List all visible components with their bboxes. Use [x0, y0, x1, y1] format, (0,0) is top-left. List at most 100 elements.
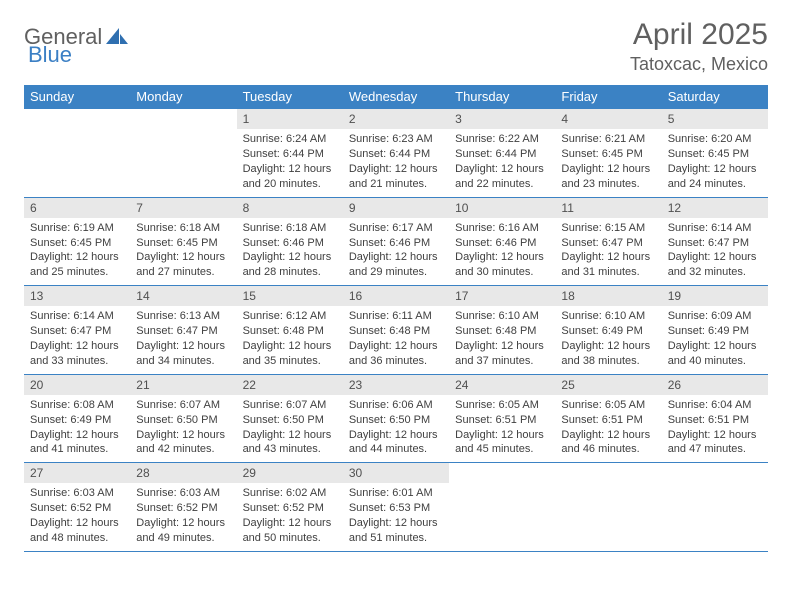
sunrise-text: Sunrise: 6:14 AM [668, 221, 762, 236]
day-body: Sunrise: 6:14 AMSunset: 6:47 PMDaylight:… [662, 218, 768, 285]
daylight-text: Daylight: 12 hours and 41 minutes. [30, 428, 124, 458]
calendar-week: 20Sunrise: 6:08 AMSunset: 6:49 PMDayligh… [24, 374, 768, 463]
sunrise-text: Sunrise: 6:11 AM [349, 309, 443, 324]
day-header-row: Sunday Monday Tuesday Wednesday Thursday… [24, 85, 768, 108]
sunrise-text: Sunrise: 6:03 AM [30, 486, 124, 501]
sunrise-text: Sunrise: 6:15 AM [561, 221, 655, 236]
sunset-text: Sunset: 6:44 PM [243, 147, 337, 162]
calendar-day: 12Sunrise: 6:14 AMSunset: 6:47 PMDayligh… [662, 198, 768, 286]
calendar-day: 26Sunrise: 6:04 AMSunset: 6:51 PMDayligh… [662, 375, 768, 463]
sunrise-text: Sunrise: 6:21 AM [561, 132, 655, 147]
day-header: Monday [130, 85, 236, 108]
sunset-text: Sunset: 6:47 PM [561, 236, 655, 251]
day-body: Sunrise: 6:14 AMSunset: 6:47 PMDaylight:… [24, 306, 130, 373]
sunrise-text: Sunrise: 6:05 AM [455, 398, 549, 413]
sunset-text: Sunset: 6:51 PM [561, 413, 655, 428]
sunset-text: Sunset: 6:48 PM [243, 324, 337, 339]
day-number: 16 [343, 286, 449, 306]
day-number: 24 [449, 375, 555, 395]
daylight-text: Daylight: 12 hours and 27 minutes. [136, 250, 230, 280]
calendar-day: 11Sunrise: 6:15 AMSunset: 6:47 PMDayligh… [555, 198, 661, 286]
day-number: 14 [130, 286, 236, 306]
header: General April 2025 Tatoxcac, Mexico [24, 18, 768, 75]
daylight-text: Daylight: 12 hours and 21 minutes. [349, 162, 443, 192]
day-body: Sunrise: 6:22 AMSunset: 6:44 PMDaylight:… [449, 129, 555, 196]
sunset-text: Sunset: 6:45 PM [668, 147, 762, 162]
calendar-day: 20Sunrise: 6:08 AMSunset: 6:49 PMDayligh… [24, 375, 130, 463]
daylight-text: Daylight: 12 hours and 37 minutes. [455, 339, 549, 369]
sunrise-text: Sunrise: 6:20 AM [668, 132, 762, 147]
day-header: Wednesday [343, 85, 449, 108]
calendar-week: 13Sunrise: 6:14 AMSunset: 6:47 PMDayligh… [24, 285, 768, 374]
day-body: Sunrise: 6:16 AMSunset: 6:46 PMDaylight:… [449, 218, 555, 285]
day-number: 23 [343, 375, 449, 395]
day-header: Tuesday [237, 85, 343, 108]
sunrise-text: Sunrise: 6:07 AM [136, 398, 230, 413]
day-number: 18 [555, 286, 661, 306]
sunset-text: Sunset: 6:44 PM [349, 147, 443, 162]
calendar: Sunday Monday Tuesday Wednesday Thursday… [24, 85, 768, 552]
daylight-text: Daylight: 12 hours and 31 minutes. [561, 250, 655, 280]
daylight-text: Daylight: 12 hours and 24 minutes. [668, 162, 762, 192]
calendar-week: 27Sunrise: 6:03 AMSunset: 6:52 PMDayligh… [24, 462, 768, 552]
calendar-day: 5Sunrise: 6:20 AMSunset: 6:45 PMDaylight… [662, 109, 768, 197]
sunrise-text: Sunrise: 6:10 AM [561, 309, 655, 324]
sunset-text: Sunset: 6:50 PM [349, 413, 443, 428]
calendar-day: 1Sunrise: 6:24 AMSunset: 6:44 PMDaylight… [237, 109, 343, 197]
daylight-text: Daylight: 12 hours and 42 minutes. [136, 428, 230, 458]
day-body: Sunrise: 6:15 AMSunset: 6:47 PMDaylight:… [555, 218, 661, 285]
sunset-text: Sunset: 6:45 PM [136, 236, 230, 251]
day-number: 17 [449, 286, 555, 306]
day-number: 28 [130, 463, 236, 483]
calendar-day: 18Sunrise: 6:10 AMSunset: 6:49 PMDayligh… [555, 286, 661, 374]
sunrise-text: Sunrise: 6:22 AM [455, 132, 549, 147]
day-number: 15 [237, 286, 343, 306]
day-number: 30 [343, 463, 449, 483]
day-body: Sunrise: 6:03 AMSunset: 6:52 PMDaylight:… [130, 483, 236, 550]
daylight-text: Daylight: 12 hours and 38 minutes. [561, 339, 655, 369]
day-number: 20 [24, 375, 130, 395]
calendar-day: 23Sunrise: 6:06 AMSunset: 6:50 PMDayligh… [343, 375, 449, 463]
sunrise-text: Sunrise: 6:04 AM [668, 398, 762, 413]
day-body: Sunrise: 6:24 AMSunset: 6:44 PMDaylight:… [237, 129, 343, 196]
sunset-text: Sunset: 6:46 PM [349, 236, 443, 251]
daylight-text: Daylight: 12 hours and 50 minutes. [243, 516, 337, 546]
day-number: 10 [449, 198, 555, 218]
calendar-day: . [662, 463, 768, 551]
day-body: Sunrise: 6:08 AMSunset: 6:49 PMDaylight:… [24, 395, 130, 462]
calendar-day: 10Sunrise: 6:16 AMSunset: 6:46 PMDayligh… [449, 198, 555, 286]
calendar-week: 6Sunrise: 6:19 AMSunset: 6:45 PMDaylight… [24, 197, 768, 286]
day-number: 12 [662, 198, 768, 218]
sunset-text: Sunset: 6:44 PM [455, 147, 549, 162]
day-body: Sunrise: 6:21 AMSunset: 6:45 PMDaylight:… [555, 129, 661, 196]
sunset-text: Sunset: 6:51 PM [455, 413, 549, 428]
day-body: Sunrise: 6:05 AMSunset: 6:51 PMDaylight:… [555, 395, 661, 462]
day-body: Sunrise: 6:02 AMSunset: 6:52 PMDaylight:… [237, 483, 343, 550]
logo-text-2: Blue [28, 42, 72, 68]
day-number: 5 [662, 109, 768, 129]
sunset-text: Sunset: 6:47 PM [30, 324, 124, 339]
sunrise-text: Sunrise: 6:12 AM [243, 309, 337, 324]
sunset-text: Sunset: 6:52 PM [30, 501, 124, 516]
daylight-text: Daylight: 12 hours and 44 minutes. [349, 428, 443, 458]
calendar-day: 16Sunrise: 6:11 AMSunset: 6:48 PMDayligh… [343, 286, 449, 374]
sunrise-text: Sunrise: 6:24 AM [243, 132, 337, 147]
daylight-text: Daylight: 12 hours and 30 minutes. [455, 250, 549, 280]
daylight-text: Daylight: 12 hours and 29 minutes. [349, 250, 443, 280]
calendar-day: 19Sunrise: 6:09 AMSunset: 6:49 PMDayligh… [662, 286, 768, 374]
day-body: Sunrise: 6:20 AMSunset: 6:45 PMDaylight:… [662, 129, 768, 196]
title-block: April 2025 Tatoxcac, Mexico [630, 18, 768, 75]
day-header: Friday [555, 85, 661, 108]
calendar-day: 8Sunrise: 6:18 AMSunset: 6:46 PMDaylight… [237, 198, 343, 286]
calendar-day: 28Sunrise: 6:03 AMSunset: 6:52 PMDayligh… [130, 463, 236, 551]
day-number: 9 [343, 198, 449, 218]
daylight-text: Daylight: 12 hours and 25 minutes. [30, 250, 124, 280]
sunrise-text: Sunrise: 6:03 AM [136, 486, 230, 501]
sunrise-text: Sunrise: 6:07 AM [243, 398, 337, 413]
month-title: April 2025 [630, 18, 768, 52]
day-number: 3 [449, 109, 555, 129]
calendar-day: 24Sunrise: 6:05 AMSunset: 6:51 PMDayligh… [449, 375, 555, 463]
day-header: Saturday [662, 85, 768, 108]
day-number: 11 [555, 198, 661, 218]
day-body: Sunrise: 6:04 AMSunset: 6:51 PMDaylight:… [662, 395, 768, 462]
